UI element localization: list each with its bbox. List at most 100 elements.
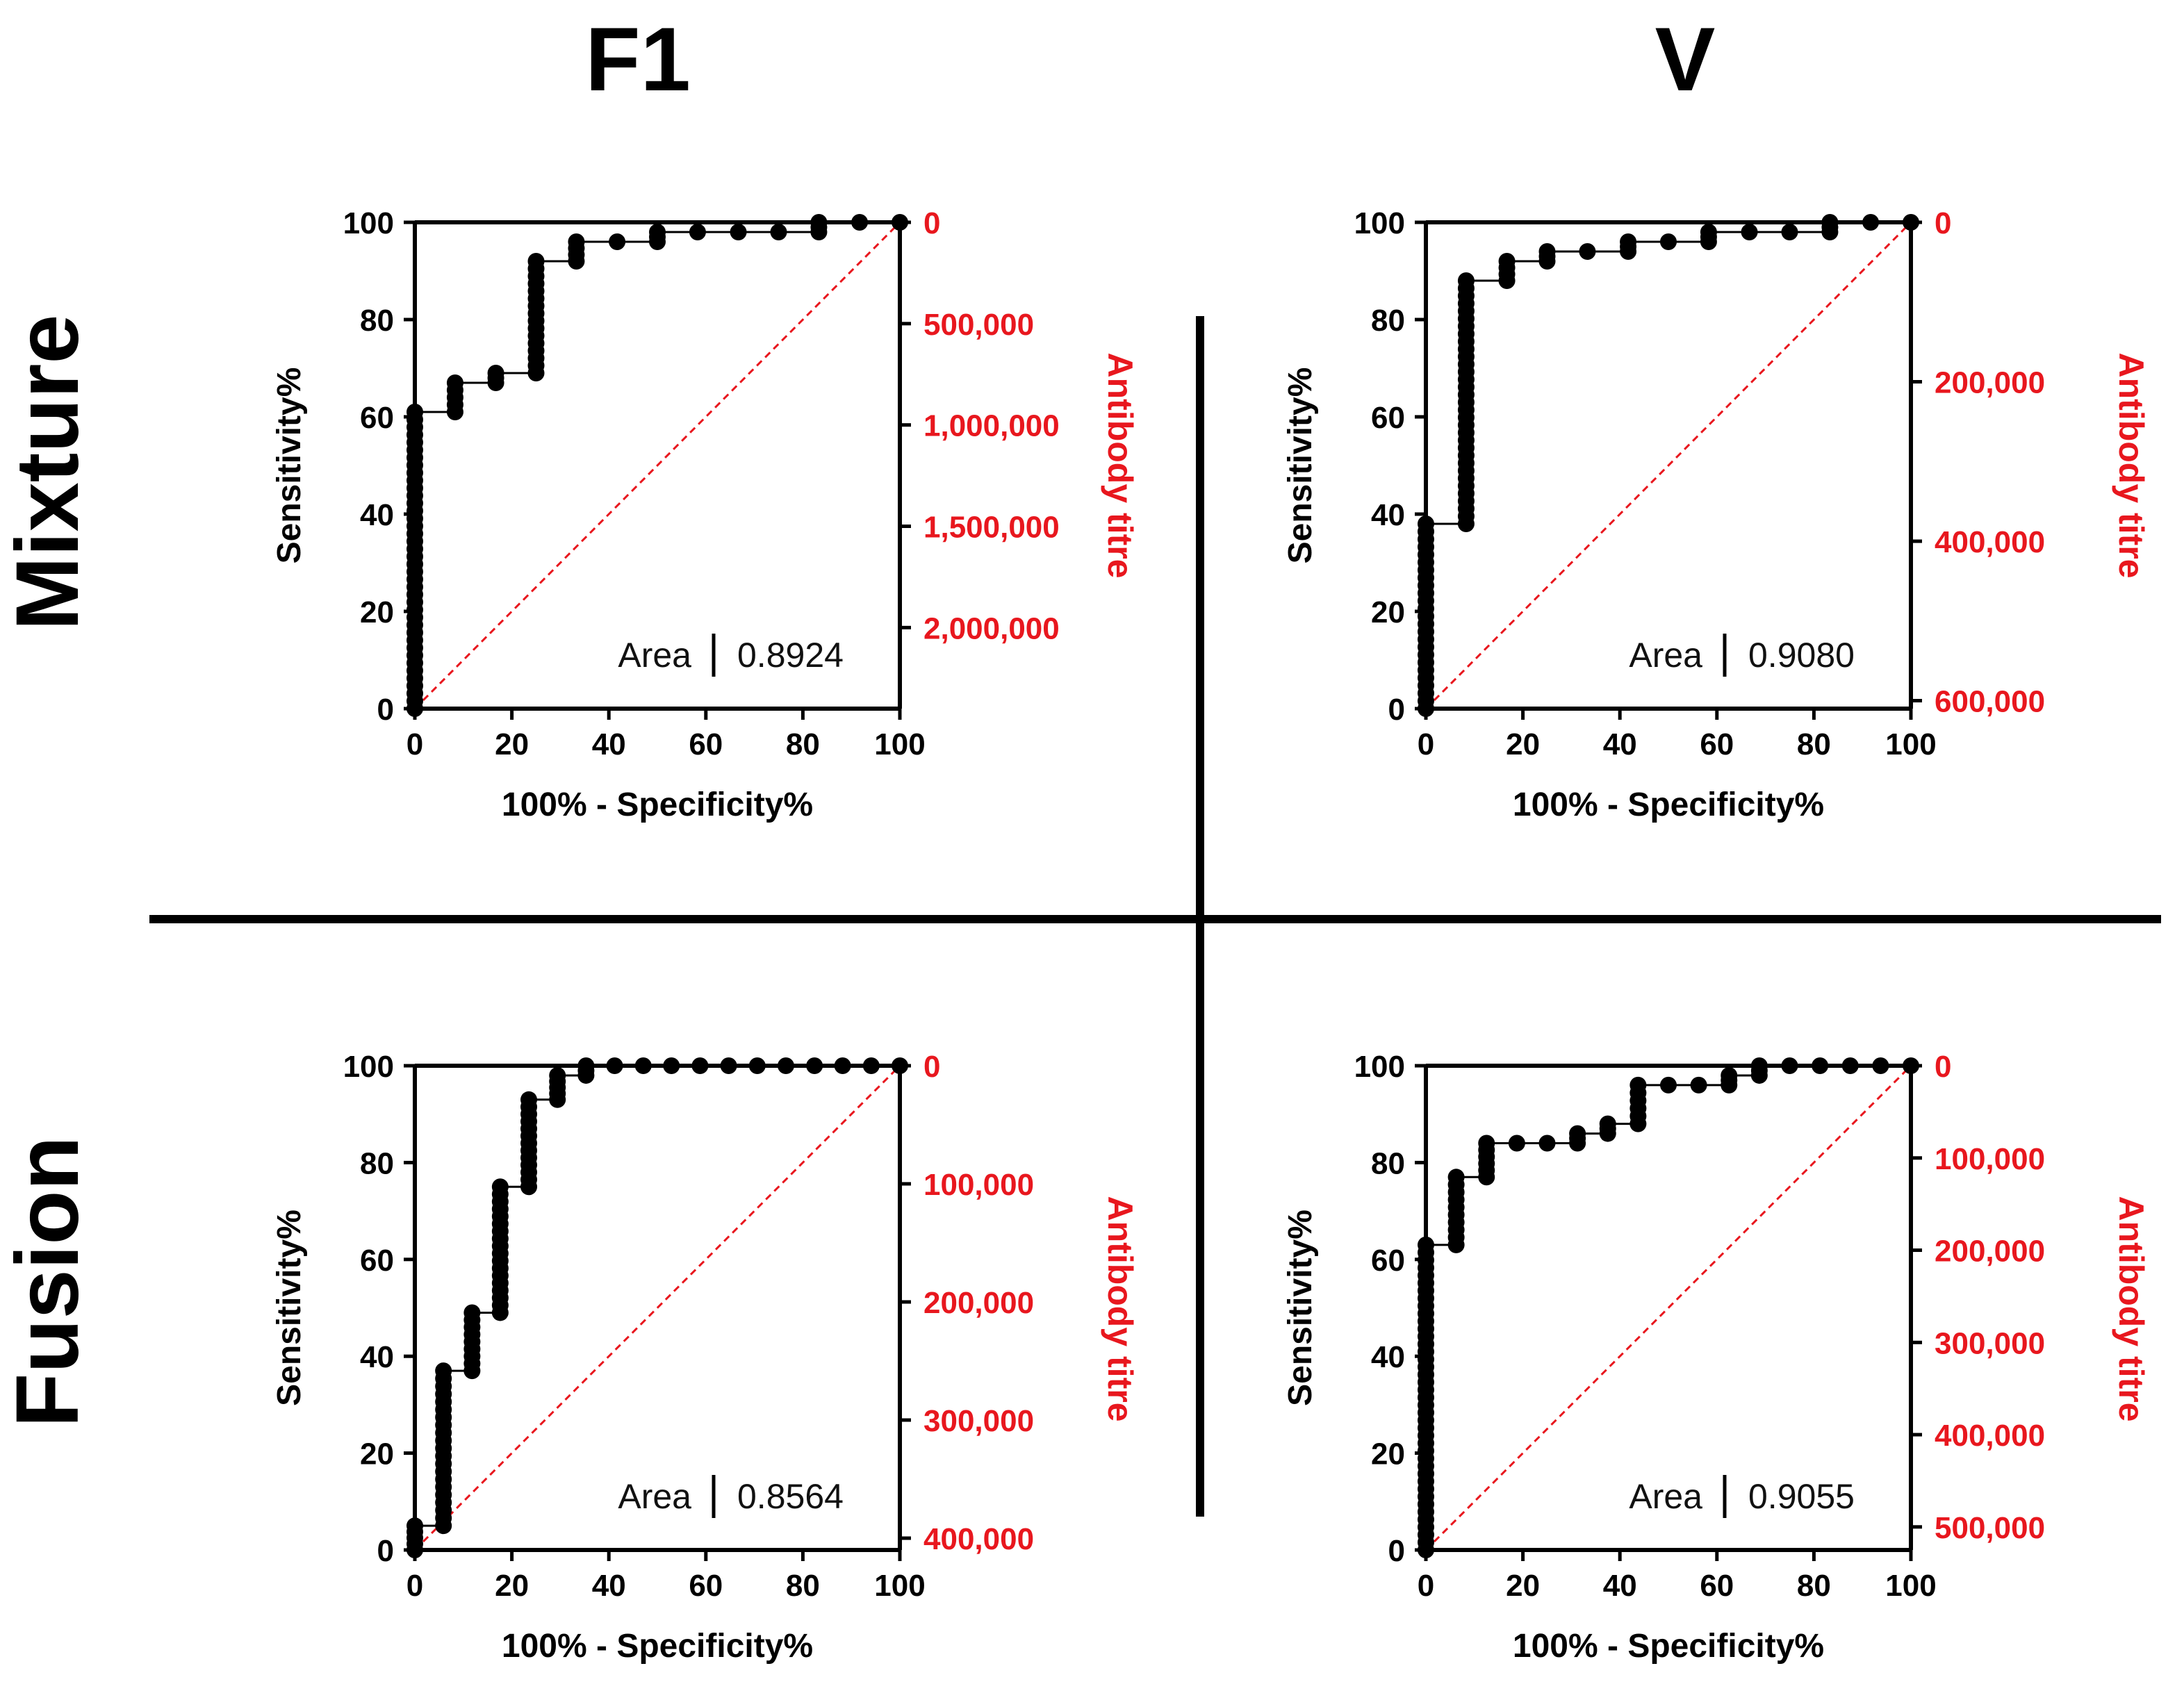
y2-tick-label: 2,000,000 <box>923 611 1060 645</box>
y-tick-label: 60 <box>1371 1244 1405 1278</box>
x-tick-label: 0 <box>1418 727 1434 761</box>
y2-tick-label: 200,000 <box>923 1286 1034 1320</box>
y-tick-label: 80 <box>1371 1146 1405 1180</box>
y2-tick-label: 300,000 <box>923 1404 1034 1438</box>
area-value: 0.8564 <box>737 1477 844 1516</box>
area-label: Area <box>1629 1477 1702 1516</box>
roc-point <box>1660 233 1677 250</box>
x-tick-label: 100 <box>874 1569 925 1603</box>
y2-axis-title: Antibody titre <box>2112 353 2151 579</box>
roc-point <box>806 1057 823 1074</box>
x-tick-label: 80 <box>1797 1569 1831 1603</box>
roc-point <box>609 233 626 250</box>
roc-point <box>446 374 463 391</box>
y2-axis-title: Antibody titre <box>1101 353 1140 579</box>
y2-tick-label: 600,000 <box>1935 685 2045 719</box>
x-tick-label: 0 <box>407 1569 423 1603</box>
x-axis-title: 100% - Specificity% <box>502 1628 813 1665</box>
x-tick-label: 100 <box>1885 1569 1936 1603</box>
x-tick-label: 20 <box>1506 727 1540 761</box>
roc-point <box>1700 224 1717 240</box>
reference-line <box>1424 1064 1912 1551</box>
roc-point <box>1569 1125 1586 1142</box>
roc-point <box>720 1057 737 1074</box>
roc-point <box>634 1057 652 1074</box>
roc-point <box>1538 243 1556 260</box>
y-tick-label: 60 <box>1371 401 1405 435</box>
y-tick-label: 100 <box>343 1050 394 1084</box>
roc-point <box>1599 1115 1616 1132</box>
roc-point <box>1418 1236 1434 1253</box>
y-tick-label: 80 <box>360 304 394 338</box>
roc-point <box>748 1057 766 1074</box>
y-tick-label: 20 <box>360 595 394 629</box>
roc-point <box>730 224 747 240</box>
x-tick-label: 60 <box>1700 727 1734 761</box>
y-tick-label: 40 <box>360 1340 394 1374</box>
roc-point <box>1447 1169 1465 1186</box>
y2-tick-label: 0 <box>923 206 940 240</box>
roc-point <box>834 1057 851 1074</box>
roc-point <box>1781 224 1798 240</box>
reference-line <box>413 1064 901 1551</box>
roc-point <box>549 1066 566 1084</box>
roc-point <box>487 365 504 381</box>
y2-tick-label: 200,000 <box>1935 1235 2045 1269</box>
roc-point <box>892 1057 908 1074</box>
y-tick-label: 100 <box>1354 1050 1405 1084</box>
x-tick-label: 60 <box>1700 1569 1734 1603</box>
y2-tick-label: 0 <box>1935 1050 1951 1084</box>
roc-point <box>1812 1057 1829 1074</box>
roc-point <box>1741 224 1758 240</box>
roc-point <box>1821 214 1839 231</box>
area-label: Area <box>618 1477 691 1516</box>
y-tick-label: 0 <box>1388 1534 1405 1568</box>
y-tick-label: 20 <box>1371 595 1405 629</box>
y-tick-label: 60 <box>360 401 394 435</box>
panel-mixture-f1: 0 20 40 60 80 100 0 20 40 60 80 100 0 500,000 1,000,00… <box>271 206 1140 823</box>
x-tick-label: 80 <box>1797 727 1831 761</box>
y-tick-label: 0 <box>377 1534 394 1568</box>
column-title-f1: F1 <box>585 8 691 110</box>
x-tick-label: 40 <box>592 1569 626 1603</box>
roc-point <box>777 1057 794 1074</box>
x-tick-label: 100 <box>874 727 925 761</box>
roc-point <box>463 1304 481 1321</box>
roc-point <box>691 1057 709 1074</box>
roc-point <box>1538 1135 1556 1152</box>
y-axis-title: Sensitivity% <box>271 1210 308 1406</box>
y2-tick-label: 0 <box>923 1050 940 1084</box>
x-axis-title: 100% - Specificity% <box>502 786 813 823</box>
y-tick-label: 20 <box>1371 1437 1405 1471</box>
row-title-mixture: Mixture <box>0 314 97 630</box>
x-tick-label: 40 <box>1603 1569 1637 1603</box>
x-tick-label: 60 <box>689 727 723 761</box>
roc-point <box>1498 253 1516 270</box>
y-tick-label: 20 <box>360 1437 394 1471</box>
x-tick-label: 20 <box>495 1569 529 1603</box>
x-tick-label: 40 <box>592 727 626 761</box>
x-tick-label: 60 <box>689 1569 723 1603</box>
y2-tick-label: 400,000 <box>923 1522 1034 1556</box>
x-tick-label: 40 <box>1603 727 1637 761</box>
roc-point <box>770 224 787 240</box>
y2-tick-label: 300,000 <box>1935 1326 2045 1360</box>
y-tick-label: 0 <box>1388 693 1405 727</box>
y-tick-label: 100 <box>1354 206 1405 240</box>
y2-axis-title: Antibody titre <box>2112 1196 2151 1422</box>
roc-point <box>1629 1076 1647 1094</box>
roc-point <box>577 1057 595 1074</box>
roc-point <box>1660 1076 1677 1094</box>
roc-point <box>1862 214 1880 231</box>
y-axis-title: Sensitivity% <box>1282 1210 1319 1406</box>
area-label: Area <box>1629 636 1702 675</box>
roc-point <box>1841 1057 1859 1074</box>
roc-point <box>435 1362 452 1380</box>
roc-point <box>1750 1057 1768 1074</box>
roc-point <box>1478 1135 1495 1152</box>
roc-point <box>1872 1057 1889 1074</box>
roc-point <box>1418 515 1434 532</box>
roc-point <box>1457 272 1475 289</box>
